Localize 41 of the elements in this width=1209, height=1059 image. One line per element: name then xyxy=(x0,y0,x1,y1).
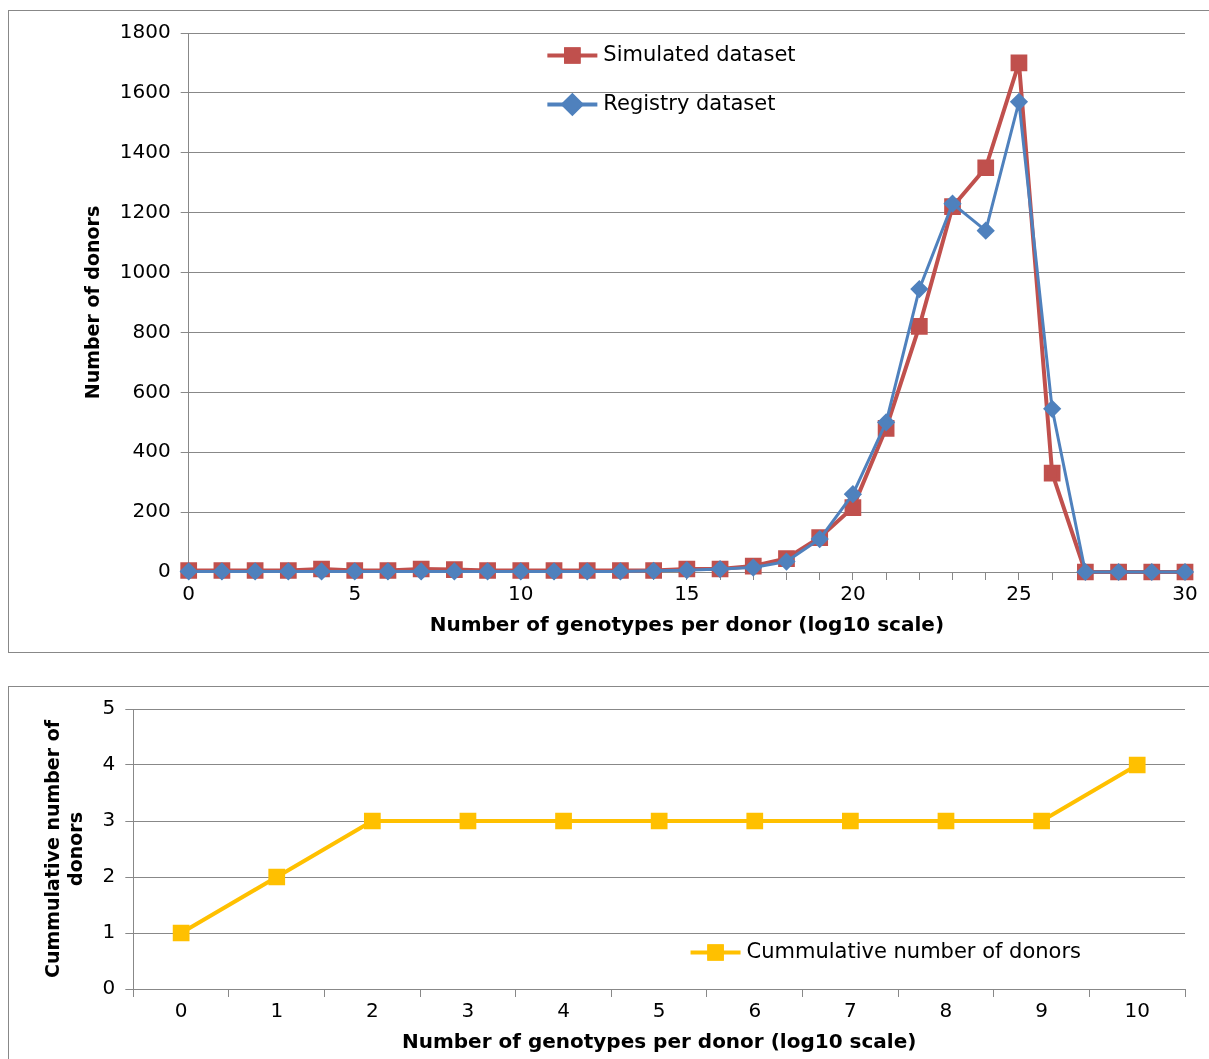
y-tick-label: 0 xyxy=(157,558,171,583)
y-tick-label: 1000 xyxy=(119,258,171,283)
x-tick-label: 3 xyxy=(461,998,475,1023)
y-tick-label: 1400 xyxy=(119,138,171,163)
y-tick-label: 1 xyxy=(102,919,116,944)
x-tick-label: 10 xyxy=(1124,998,1150,1023)
x-tick-label: 1 xyxy=(270,998,284,1023)
x-tick-label: 6 xyxy=(748,998,762,1023)
y-tick-label: 1600 xyxy=(119,79,171,104)
y-tick-label: 400 xyxy=(132,438,171,463)
y-tick-label: 3 xyxy=(102,807,116,832)
x-tick-label: 10 xyxy=(508,581,534,606)
x-tick-label: 5 xyxy=(652,998,666,1023)
x-tick-label: 5 xyxy=(348,581,362,606)
x-tick-label: 0 xyxy=(182,581,196,606)
y-tick-label: 600 xyxy=(132,378,171,403)
y-axis-title: Cummulative number of donors xyxy=(41,719,87,979)
x-tick-label: 7 xyxy=(844,998,857,1023)
x-tick-label: 20 xyxy=(840,581,866,606)
y-axis-title: Number of donors xyxy=(81,205,104,400)
x-axis-title: Number of genotypes per donor (log10 scale) xyxy=(401,1029,917,1054)
x-axis-title: Number of genotypes per donor (log10 scale) xyxy=(429,612,945,637)
x-tick-label: 25 xyxy=(1006,581,1032,606)
y-tick-label: 800 xyxy=(132,318,171,343)
x-tick-label: 2 xyxy=(365,998,379,1023)
legend-label: Registry dataset xyxy=(603,90,776,115)
y-tick-label: 4 xyxy=(102,751,116,776)
y-tick-label: 1800 xyxy=(119,19,171,44)
legend-label: Cummulative number of donors xyxy=(746,938,1081,963)
y-tick-label: 0 xyxy=(102,975,116,1000)
x-tick-label: 9 xyxy=(1035,998,1048,1023)
x-tick-label: 30 xyxy=(1172,581,1198,606)
legend-label: Simulated dataset xyxy=(603,41,796,66)
y-tick-label: 200 xyxy=(132,498,171,523)
x-tick-label: 15 xyxy=(674,581,700,606)
y-tick-label: 1200 xyxy=(119,198,171,223)
x-tick-label: 4 xyxy=(557,998,570,1023)
y-tick-label: 5 xyxy=(102,695,116,720)
x-tick-label: 8 xyxy=(939,998,953,1023)
y-tick-label: 2 xyxy=(102,863,116,888)
x-tick-label: 0 xyxy=(174,998,188,1023)
